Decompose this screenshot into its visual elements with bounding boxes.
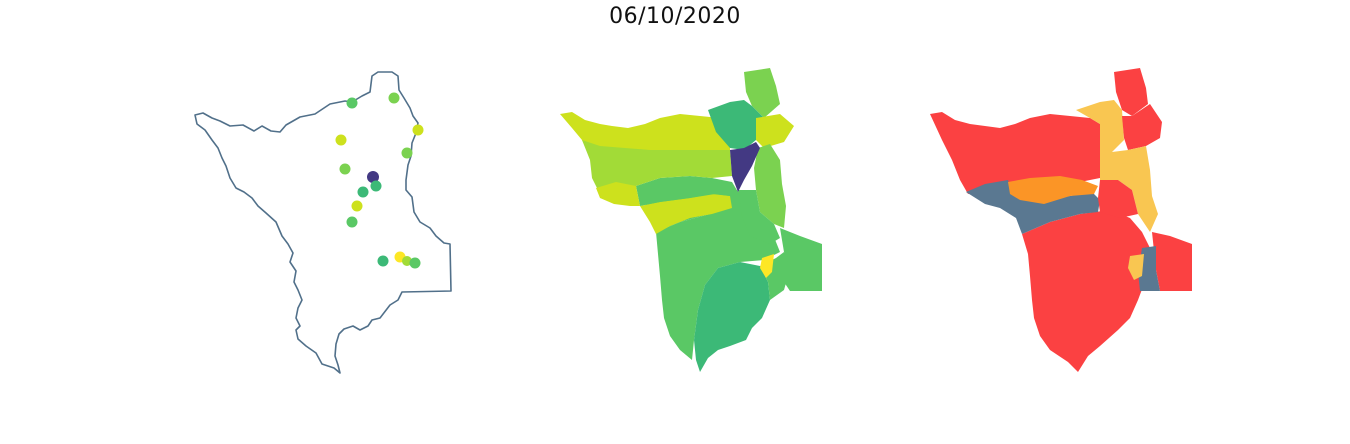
watershed-south-west [656,210,780,360]
station-point [351,200,363,212]
watershed-north-east [756,114,794,148]
class-gold-east [1100,146,1158,232]
station-point [346,97,358,109]
station-point [346,216,358,228]
class-region-southeast [1152,232,1192,291]
watershed-east-lower [738,190,780,244]
station-point [412,124,424,136]
station-point [402,256,412,266]
watershed-north-green [708,100,764,150]
station-point [357,186,369,198]
watershed-polygons [560,68,822,372]
class-gold-small [1128,254,1144,280]
watershed-small-yellow [760,254,774,278]
station-points-map [194,71,452,374]
watershed-north-tip [744,68,780,118]
station-point [370,180,382,192]
station-point [377,255,389,267]
class-polygons [930,68,1192,372]
watershed-west-green [582,140,732,194]
class-gold-north [1076,100,1124,152]
station-point [335,134,347,146]
watershed-lower-lime [640,194,732,234]
class-red-north-tip [1114,68,1148,116]
class-red-center [1098,180,1138,218]
station-points [335,92,424,269]
watershed-east-strip [780,228,822,291]
watershed-west-south [596,182,640,206]
watershed-mid-green [636,176,738,206]
class-slate-band [966,180,1100,234]
region-outline [194,71,452,374]
watershed-east-mid [754,144,786,228]
station-point [367,171,379,183]
watershed-dark-outlier [730,142,760,192]
class-orange-band [1008,176,1098,204]
station-point [401,147,413,159]
class-region-west [930,112,1100,194]
class-red-north-east [1122,104,1162,150]
station-point [409,257,421,269]
map-title: 06/10/2020 [609,4,741,29]
station-point [339,163,351,175]
class-region-south [1022,210,1152,372]
watershed-south-central [694,262,770,372]
station-point [388,92,400,104]
